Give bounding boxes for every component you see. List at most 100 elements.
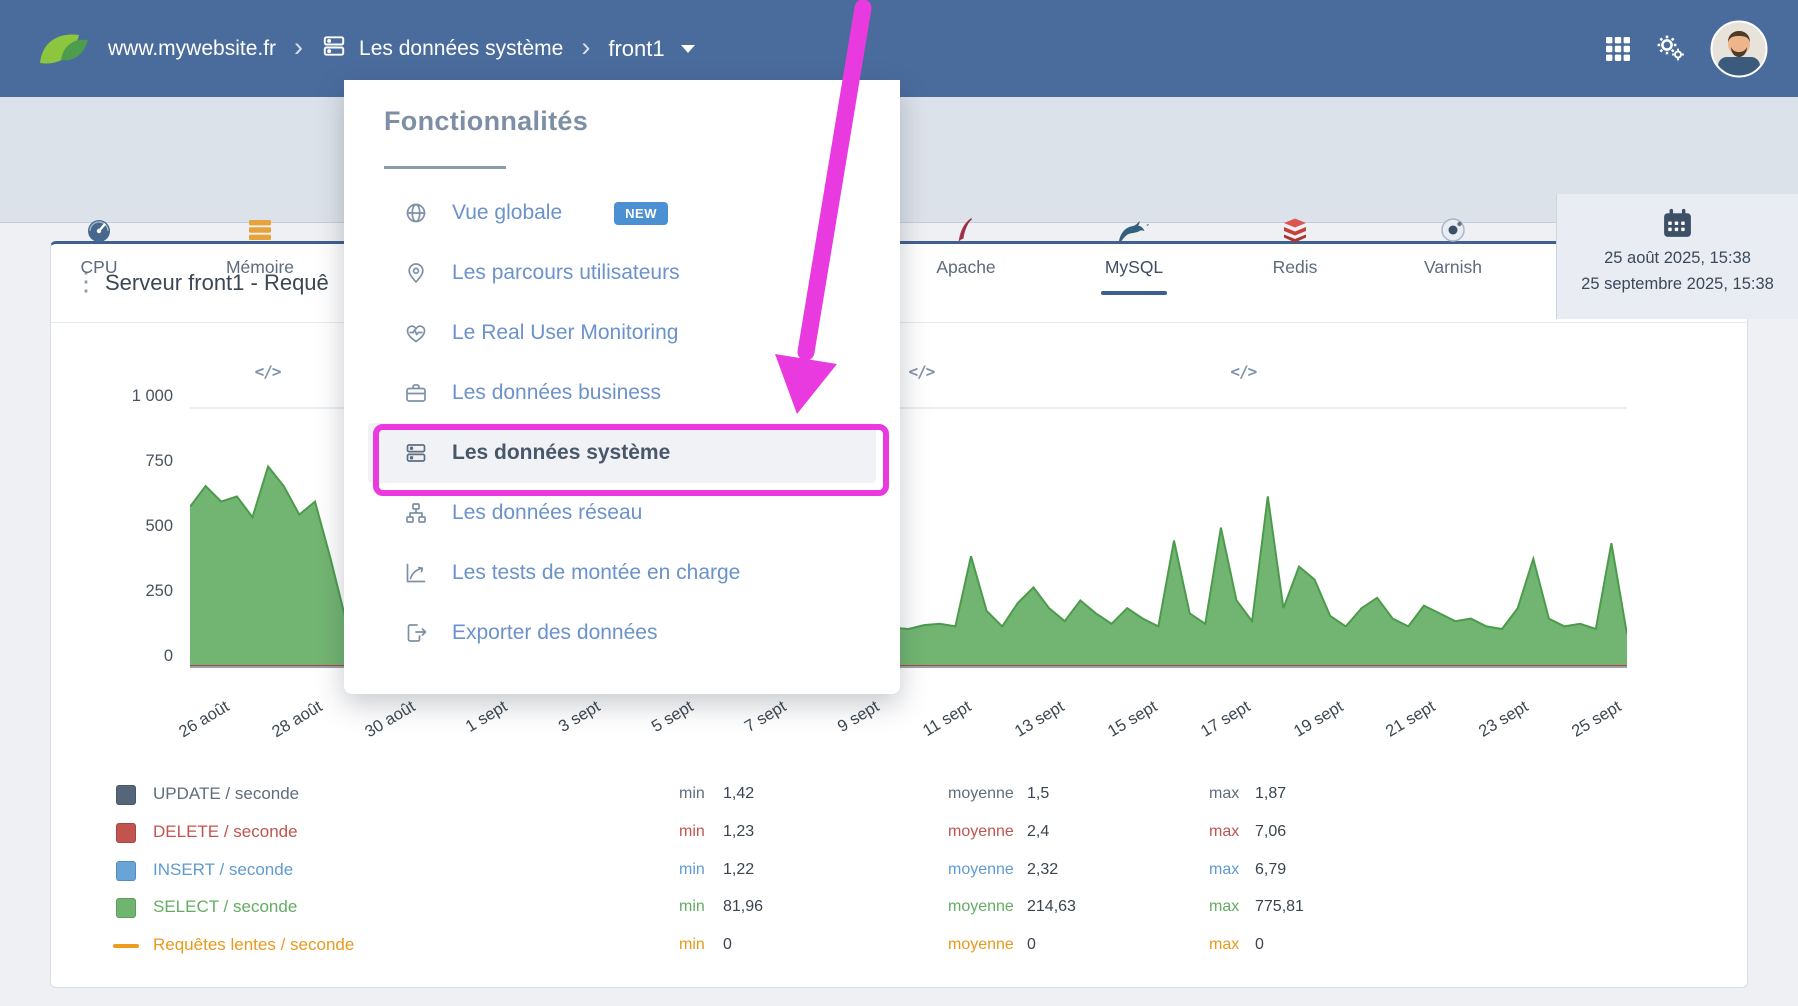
kebab-menu-icon[interactable]: ⋮	[73, 266, 99, 296]
stat-avg-value: 214,63	[1027, 898, 1076, 915]
tab-memoire[interactable]: Mémoire	[195, 215, 325, 303]
briefcase-icon	[404, 381, 428, 405]
menu-item-les-parcours-utilisateurs[interactable]: Les parcours utilisateurs	[368, 243, 876, 303]
x-tick-label: 26 août	[175, 697, 233, 742]
deploy-marker-icon[interactable]: </>	[908, 362, 935, 381]
menu-item-le-real-user-monitoring[interactable]: Le Real User Monitoring	[368, 303, 876, 363]
date-range-picker[interactable]: 25 août 2025, 15:38 25 septembre 2025, 1…	[1556, 194, 1798, 319]
legend-label: UPDATE / seconde	[153, 784, 300, 803]
tab-varnish[interactable]: Varnish	[1388, 215, 1518, 303]
stat-max-label: max	[1209, 936, 1240, 953]
stat-min-label: min	[679, 936, 705, 953]
memory-icon	[195, 215, 325, 251]
x-tick-label: 30 août	[361, 697, 418, 742]
stat-min-label: min	[679, 785, 705, 802]
tab-mysql[interactable]: MySQL	[1069, 215, 1199, 303]
legend-swatch	[116, 861, 136, 881]
tab-label: Redis	[1272, 257, 1318, 277]
menu-item-les-donnees-business[interactable]: Les données business	[368, 363, 876, 423]
x-tick-label: 21 sept	[1383, 697, 1439, 741]
stat-max-value: 6,79	[1255, 861, 1287, 878]
legend-row-insert-seconde[interactable]: INSERT / seconde min 1,22 moyenne 2,32 m…	[51, 858, 1747, 884]
stat-max-value: 775,81	[1255, 898, 1304, 915]
mysql-dolphin-icon	[1069, 215, 1199, 251]
tab-apache[interactable]: Apache	[901, 215, 1031, 303]
menu-item-les-tests-de-montee-en-charge[interactable]: Les tests de montée en charge	[368, 543, 876, 603]
menu-item-label: Exporter des données	[452, 621, 658, 644]
title-underline	[384, 166, 506, 169]
export-icon	[404, 621, 428, 645]
route-pin-icon	[404, 261, 428, 285]
tab-label: Mémoire	[225, 257, 295, 277]
server-icon	[404, 441, 428, 465]
legend-label: SELECT / seconde	[153, 897, 298, 916]
annotation-highlight-box	[373, 424, 889, 496]
x-tick-label: 1 sept	[462, 697, 511, 736]
chevron-right-icon: ›	[581, 31, 591, 62]
stat-min-value: 1,22	[723, 861, 755, 878]
stat-min-value: 1,23	[723, 823, 755, 840]
stat-max-value: 0	[1255, 936, 1264, 953]
avatar[interactable]	[1710, 20, 1768, 78]
tab-label: MySQL	[1104, 257, 1164, 277]
menu-item-vue-globale[interactable]: Vue globale NEW	[368, 183, 876, 243]
breadcrumb-site[interactable]: www.mywebsite.fr	[108, 36, 277, 60]
date-range-end: 25 septembre 2025, 15:38	[1581, 275, 1774, 293]
tab-redis[interactable]: Redis	[1230, 215, 1360, 303]
legend-swatch	[116, 823, 136, 843]
legend-row-delete-seconde[interactable]: DELETE / seconde min 1,23 moyenne 2,4 ma…	[51, 820, 1747, 846]
new-badge: NEW	[614, 201, 668, 225]
menu-item-label: Les données business	[452, 381, 661, 404]
x-tick-label: 23 sept	[1475, 697, 1532, 741]
annotation-arrow	[775, 0, 872, 414]
stat-avg-label: moyenne	[948, 823, 1014, 840]
tab-label: Apache	[936, 257, 996, 277]
tab-cpu[interactable]: CPU	[34, 215, 164, 303]
chevron-down-icon	[680, 44, 695, 53]
stat-max-label: max	[1209, 898, 1240, 915]
breadcrumb-section-label: Les données système	[359, 36, 564, 60]
legend-label: Requêtes lentes / seconde	[153, 935, 355, 954]
stat-min-value: 0	[723, 936, 732, 953]
deploy-marker-icon[interactable]: </>	[1230, 362, 1257, 381]
menu-item-label: Vue globale	[452, 201, 563, 224]
stat-max-label: max	[1209, 861, 1240, 878]
x-tick-label: 28 août	[268, 697, 326, 742]
menu-item-les-donnees-reseau[interactable]: Les données réseau	[368, 483, 876, 543]
legend-swatch	[116, 898, 136, 918]
menu-item-label: Les données réseau	[452, 501, 643, 524]
globe-icon	[404, 201, 428, 225]
stat-max-value: 1,87	[1255, 785, 1287, 802]
breadcrumb-section[interactable]: Les données système	[321, 33, 563, 64]
stat-min-label: min	[679, 861, 705, 878]
stat-min-label: min	[679, 823, 705, 840]
menu-item-les-donnees-systeme[interactable]: Les données système	[368, 423, 876, 483]
legend-label: DELETE / seconde	[153, 822, 298, 841]
x-tick-label: 5 sept	[648, 697, 697, 736]
stat-min-value: 81,96	[723, 898, 764, 915]
tab-label: Varnish	[1423, 257, 1483, 277]
x-tick-label: 17 sept	[1197, 697, 1254, 741]
stat-max-label: max	[1209, 785, 1240, 802]
stat-avg-value: 2,4	[1027, 823, 1050, 840]
x-tick-label: 11 sept	[920, 697, 975, 741]
menu-item-exporter-des-donnees[interactable]: Exporter des données	[368, 603, 876, 663]
menu-item-label: Les données système	[452, 441, 671, 464]
stat-avg-label: moyenne	[948, 898, 1014, 915]
apps-grid-icon[interactable]	[1605, 36, 1631, 62]
legend-swatch	[116, 785, 136, 805]
legend-row-update-seconde[interactable]: UPDATE / seconde min 1,42 moyenne 1,5 ma…	[51, 782, 1747, 808]
y-tick-label: 750	[145, 452, 173, 470]
cpu-gauge-icon	[34, 215, 164, 251]
leaf-logo[interactable]	[34, 25, 90, 73]
deploy-marker-icon[interactable]: </>	[254, 362, 282, 381]
menu-item-label: Les tests de montée en charge	[452, 561, 741, 584]
stat-min-value: 1,42	[723, 785, 755, 802]
y-tick-label: 1 000	[131, 387, 173, 405]
legend-row-select-seconde[interactable]: SELECT / seconde min 81,96 moyenne 214,6…	[51, 895, 1747, 921]
legend-row-requetes-lentes-seconde[interactable]: Requêtes lentes / seconde min 0 moyenne …	[51, 933, 1747, 959]
stat-max-value: 7,06	[1255, 823, 1287, 840]
server-selector[interactable]: front1	[608, 36, 695, 62]
settings-gears-icon[interactable]	[1655, 34, 1686, 63]
